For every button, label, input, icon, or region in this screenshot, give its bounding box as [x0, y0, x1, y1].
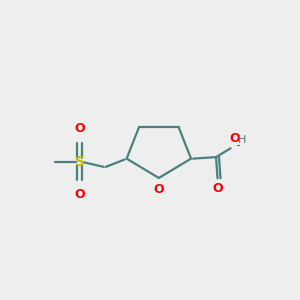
Text: O: O [74, 188, 85, 201]
Text: H: H [238, 134, 246, 145]
Text: O: O [74, 122, 85, 135]
Text: S: S [74, 154, 85, 169]
Text: O: O [229, 132, 240, 145]
Text: O: O [154, 183, 164, 196]
Text: O: O [212, 182, 223, 196]
